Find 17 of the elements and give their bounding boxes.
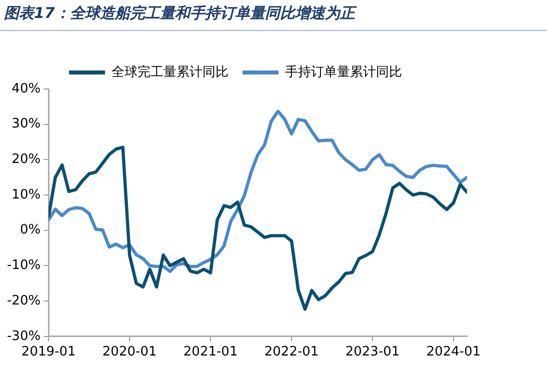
y-tick-label: -10% xyxy=(6,258,41,274)
y-tick-label: 40% xyxy=(12,81,41,96)
y-tick-label: 30% xyxy=(12,116,41,132)
chart-title: 图表17：全球造船完工量和手持订单量同比增速为正 xyxy=(4,4,355,23)
y-tick-label: 0% xyxy=(20,222,41,238)
y-tick-label: -20% xyxy=(6,293,41,308)
y-tick-label: -30% xyxy=(6,328,41,344)
x-tick-label: 2021-01 xyxy=(183,344,238,360)
y-tick-label: 10% xyxy=(12,187,41,202)
x-tick-label: 2023-01 xyxy=(345,344,400,360)
x-tick-label: 2020-01 xyxy=(102,344,157,360)
legend-label: 全球完工量累计同比 xyxy=(112,64,228,80)
y-tick-label: 20% xyxy=(12,152,41,168)
x-tick-label: 2022-01 xyxy=(264,344,319,360)
x-tick-label: 2024-01 xyxy=(426,344,481,360)
legend-label: 手持订单量累计同比 xyxy=(285,64,402,80)
x-tick-label: 2019-01 xyxy=(21,344,76,360)
